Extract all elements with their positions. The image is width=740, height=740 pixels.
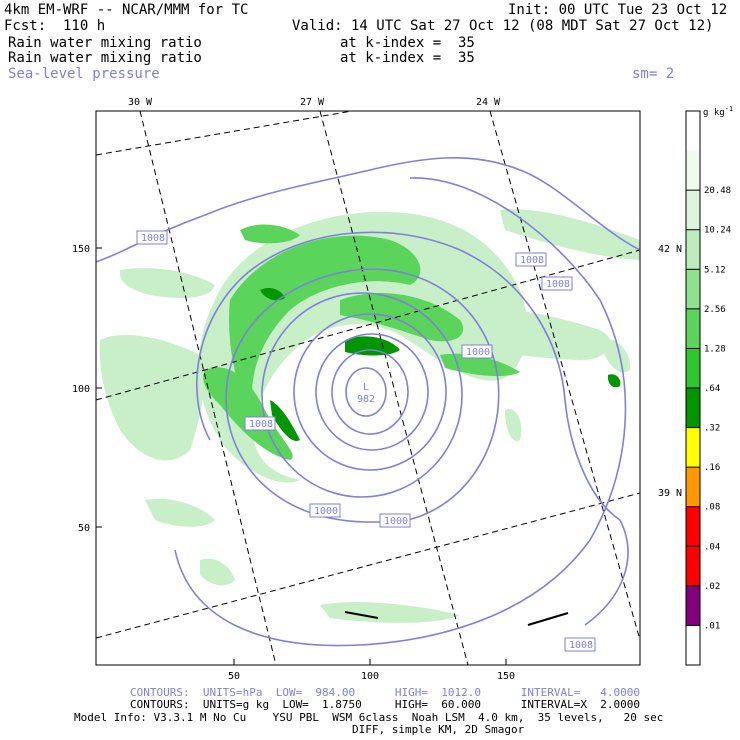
isobar-label: 1000 (379, 513, 411, 528)
meridian-30w (139, 111, 277, 665)
color-bar-swatch (686, 388, 700, 428)
field-2-name: Rain water mixing ratio (8, 50, 202, 66)
isobar-1000 (225, 268, 500, 523)
color-bar: .01 .02 .04 .08 .16 .32 .64 1.28 2.56 5.12 10.24 20… (685, 110, 731, 666)
lat-label: 39 N (658, 488, 682, 499)
isobar-label: 1008 (244, 416, 276, 431)
isobar-label: 1000 (309, 503, 341, 518)
color-bar-swatch (686, 111, 700, 151)
color-bar-swatch (686, 546, 700, 586)
color-bar-swatch (686, 348, 700, 388)
svg-text:1008: 1008 (249, 419, 273, 430)
color-bar-swatch (686, 150, 700, 191)
isobar-988 (331, 349, 409, 435)
init-time: Init: 00 UTC Tue 23 Oct 12 (508, 2, 728, 18)
model-info: Model Info: V3.3.1 M No Cu YSU PBL WSM 6… (74, 711, 664, 724)
svg-text:1008: 1008 (520, 255, 544, 266)
y-tick-label: 150 (72, 244, 90, 255)
color-bar-unit: g kg-1 (703, 105, 733, 118)
field-1-level: at k-index = 35 (340, 35, 475, 51)
isobar-labels: 1008 1008 1008 1000 1008 1000 1000 1008 (136, 230, 596, 652)
color-bar-swatch (686, 506, 700, 547)
forecast-hour: Fcst: 110 h (4, 18, 106, 34)
isobar-1012 (96, 157, 640, 263)
color-bar-level-label: 10.24 (704, 226, 731, 236)
isobar-label: 1008 (136, 230, 168, 245)
svg-text:1000: 1000 (384, 516, 408, 527)
y-tick-label: 50 (78, 523, 90, 534)
field-2-level: at k-index = 35 (340, 50, 475, 66)
isobar-1008 (196, 231, 629, 626)
color-bar-swatch (686, 625, 700, 665)
color-bar-level-label: 20.48 (704, 186, 731, 196)
axis-ticks (96, 247, 507, 665)
valid-time: Valid: 14 UTC Sat 27 Oct 12 (08 MDT Sat … (292, 18, 714, 34)
color-bar-swatch (686, 467, 700, 507)
color-bar-swatch (686, 427, 700, 468)
field-1-name: Rain water mixing ratio (8, 35, 202, 51)
isobar-1004 (261, 292, 463, 498)
svg-text:1000: 1000 (466, 347, 490, 358)
contours-pressure-info: CONTOURS: UNITS=hPa LOW= 984.00 HIGH= 10… (130, 686, 640, 699)
isobar-label: 1008 (564, 637, 596, 652)
svg-text:1008: 1008 (141, 233, 165, 244)
parallel-45n (96, 111, 353, 156)
x-tick-label: 50 (228, 671, 240, 682)
meridian-27w (319, 111, 469, 665)
model-title: 4km EM-WRF -- NCAR/MMM for TC (4, 2, 249, 18)
svg-text:1008: 1008 (546, 279, 570, 290)
isobar-label: 1000 (461, 344, 493, 359)
lat-lon-grid (96, 111, 640, 665)
rain-shading (99, 209, 640, 623)
contours-rain-info: CONTOURS: UNITS=g kg LOW= 1.8750 HIGH= 6… (130, 698, 640, 711)
isobar-996 (293, 313, 447, 471)
lon-label: 24 W (476, 97, 501, 108)
color-bar-level-label: .04 (704, 542, 720, 552)
axis-labels: 30 W 27 W 24 W 42 N 39 N 50 100 150 150 … (72, 97, 682, 682)
svg-text:1000: 1000 (314, 506, 338, 517)
color-bar-level-label: .16 (704, 463, 720, 473)
color-bar-level-label: .64 (704, 384, 720, 394)
color-bar-swatch (686, 190, 700, 230)
parallel-39n (96, 492, 640, 639)
wind-barb (527, 612, 569, 626)
color-bar-swatch (686, 269, 700, 309)
parallel-42n (96, 249, 640, 401)
isobar-label: 1008 (515, 252, 547, 267)
meridian-24w (489, 111, 640, 641)
field-3-name: Sea-level pressure (8, 66, 160, 82)
low-center-pressure: 982 (357, 394, 375, 405)
color-bar-level-label: 5.12 (704, 265, 726, 275)
color-bar-level-label: .01 (704, 621, 720, 631)
x-tick-label: 100 (361, 671, 379, 682)
color-bar-level-label: 2.56 (704, 305, 726, 315)
color-bar-level-label: .32 (704, 424, 720, 434)
isobar-label: 1008 (541, 276, 573, 291)
isobar-992 (315, 333, 429, 451)
isobars (96, 157, 640, 647)
isobar-1008-outer (174, 177, 627, 647)
lon-label: 30 W (128, 97, 153, 108)
x-tick-label: 150 (497, 671, 515, 682)
y-tick-label: 100 (72, 384, 90, 395)
wind-barbs (344, 611, 569, 626)
low-center-letter: L (363, 382, 369, 393)
color-bar-swatch (686, 308, 700, 349)
color-bar-level-label: .02 (704, 582, 720, 592)
lat-label: 42 N (658, 244, 682, 255)
color-bar-swatch (686, 585, 700, 626)
isobar-984 (345, 367, 387, 417)
model-info-diffusion: DIFF, simple KM, 2D Smagor (352, 723, 525, 736)
smoothing-label: sm= 2 (632, 66, 675, 82)
lon-label: 27 W (300, 97, 325, 108)
wind-barb (344, 611, 379, 619)
color-bar-level-label: .08 (704, 503, 720, 513)
color-bar-swatch (686, 229, 700, 270)
svg-text:1008: 1008 (569, 640, 593, 651)
color-bar-level-label: 1.28 (704, 344, 726, 354)
